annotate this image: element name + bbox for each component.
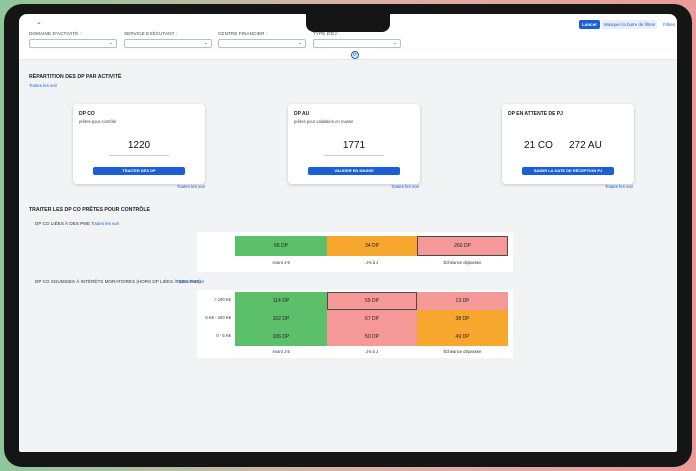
centre-select[interactable]: ⌄ bbox=[218, 39, 306, 48]
divider bbox=[324, 155, 384, 156]
section-title-traiter: TRAITER LES DP CO PRÊTES POUR CONTRÔLE bbox=[29, 207, 150, 213]
see-all-link[interactable]: Toutes les voir bbox=[29, 83, 58, 88]
pme-cell-overdue[interactable]: 260 DP bbox=[417, 236, 508, 256]
camera-notch bbox=[306, 14, 390, 32]
interets-title: DP CO SOUMISES À INTÉRÊTS MORATOIRES (ho… bbox=[35, 279, 201, 284]
filter-service: SERVICE EXÉCUTANT : ⌄ bbox=[124, 31, 212, 48]
matrix-cell[interactable]: 114 DP bbox=[235, 292, 327, 310]
enter-reception-date-button[interactable]: SAISIR LA DATE DE RÉCEPTION PJ bbox=[522, 167, 614, 175]
filter-domaine: DOMAINE D'ACTIVITÉ : ⌄ bbox=[29, 31, 117, 48]
launch-button[interactable]: Lancer bbox=[579, 20, 601, 29]
chevron-down-icon: ⌄ bbox=[297, 40, 302, 46]
chevron-down-icon[interactable]: ⌄ bbox=[36, 19, 42, 26]
column-label: Avant J-5 bbox=[272, 260, 290, 265]
domaine-select[interactable]: ⌄ bbox=[29, 39, 117, 48]
matrix-cell[interactable]: 102 DP bbox=[235, 310, 327, 328]
card-dp-attente-pj: DP EN ATTENTE DE PJ 21 CO 272 AU SAISIR … bbox=[502, 104, 634, 184]
filters-link[interactable]: Filtres bbox=[663, 22, 675, 27]
laptop-frame: ⌄ DOMAINE D'ACTIVITÉ : ⌄ SERVICE EXÉCUTA… bbox=[4, 4, 692, 467]
card-value-au: 272 AU bbox=[569, 140, 602, 151]
row-label: > 100 K€ bbox=[214, 297, 231, 302]
matrix-cell[interactable]: 67 DP bbox=[327, 310, 417, 328]
treat-dp-button[interactable]: TRAITER DES DP bbox=[93, 167, 185, 175]
see-all-link[interactable]: Toutes les voir bbox=[391, 184, 420, 189]
app-screen: ⌄ DOMAINE D'ACTIVITÉ : ⌄ SERVICE EXÉCUTA… bbox=[19, 14, 677, 452]
chevron-down-icon: ⌄ bbox=[108, 40, 113, 46]
matrix-cell[interactable]: 50 DP bbox=[327, 328, 417, 346]
column-label: Avant J-5 bbox=[272, 349, 290, 354]
filter-label: SERVICE EXÉCUTANT : bbox=[124, 31, 178, 36]
matrix-cell[interactable]: 55 DP bbox=[327, 292, 417, 310]
pme-title: DP CO LIÉES À DES PME bbox=[35, 221, 91, 226]
see-all-link[interactable]: Toutes les voir bbox=[91, 221, 120, 226]
card-title: DP AU bbox=[294, 111, 310, 117]
service-select[interactable]: ⌄ bbox=[124, 39, 212, 48]
filter-centre: CENTRE FINANCIER : ⌄ bbox=[218, 31, 306, 48]
sync-icon[interactable]: ⟳ bbox=[351, 51, 359, 59]
see-all-link[interactable]: Toutes les voir bbox=[177, 184, 206, 189]
card-title: DP CO bbox=[79, 111, 95, 117]
validate-mass-button[interactable]: VALIDER EN MASSE bbox=[308, 167, 400, 175]
section-title-repartition: RÉPARTITION DES DP PAR ACTIVITÉ bbox=[29, 74, 122, 80]
matrix-cell[interactable]: 13 DP bbox=[417, 292, 508, 310]
matrix-cell[interactable]: 106 DP bbox=[235, 328, 327, 346]
type-ej-select[interactable]: ⌄ bbox=[313, 39, 401, 48]
card-value: 1771 bbox=[342, 140, 366, 151]
pme-panel: 66 DP 34 DP 260 DP Avant J-5 J-5 à J Éch… bbox=[197, 232, 513, 272]
interets-panel: > 100 K€ 5 K€ - 100 K€ 0 - 5 K€ 114 DP 5… bbox=[197, 290, 513, 358]
pme-cell-j5[interactable]: 34 DP bbox=[327, 236, 417, 256]
chevron-down-icon: ⌄ bbox=[203, 40, 208, 46]
pme-cell-before[interactable]: 66 DP bbox=[235, 236, 327, 256]
card-subtitle: prêtes pour validation en masse bbox=[294, 119, 354, 124]
filter-label: CENTRE FINANCIER : bbox=[218, 31, 268, 36]
hide-filters-button[interactable]: Masquer la barre de filtres bbox=[602, 20, 658, 29]
column-label: J-5 à J bbox=[365, 260, 379, 265]
card-value: 1220 bbox=[127, 140, 151, 151]
row-label: 0 - 5 K€ bbox=[216, 333, 231, 338]
card-dp-au: DP AU prêtes pour validation en masse 17… bbox=[288, 104, 420, 184]
column-label: Échéance dépassée bbox=[443, 260, 482, 265]
column-label: J-5 à J bbox=[365, 349, 379, 354]
filter-type-ej: TYPE D'EJ : ⌄ bbox=[313, 31, 401, 48]
row-label: 5 K€ - 100 K€ bbox=[205, 315, 231, 320]
matrix-cell[interactable]: 38 DP bbox=[417, 310, 508, 328]
matrix-cell[interactable]: 49 DP bbox=[417, 328, 508, 346]
card-value-co: 21 CO bbox=[524, 140, 553, 151]
filter-label: DOMAINE D'ACTIVITÉ : bbox=[29, 31, 82, 36]
card-title: DP EN ATTENTE DE PJ bbox=[508, 111, 563, 117]
card-dp-co: DP CO prêtes pour contrôle 1220 TRAITER … bbox=[73, 104, 205, 184]
see-all-link[interactable]: Toutes les voir bbox=[605, 184, 634, 189]
column-label: Échéance dépassée bbox=[443, 349, 482, 354]
see-all-link[interactable]: Toutes les voir bbox=[176, 279, 205, 284]
divider bbox=[109, 155, 169, 156]
filter-label: TYPE D'EJ : bbox=[313, 31, 340, 36]
card-subtitle: prêtes pour contrôle bbox=[79, 119, 117, 124]
chevron-down-icon: ⌄ bbox=[392, 40, 397, 46]
